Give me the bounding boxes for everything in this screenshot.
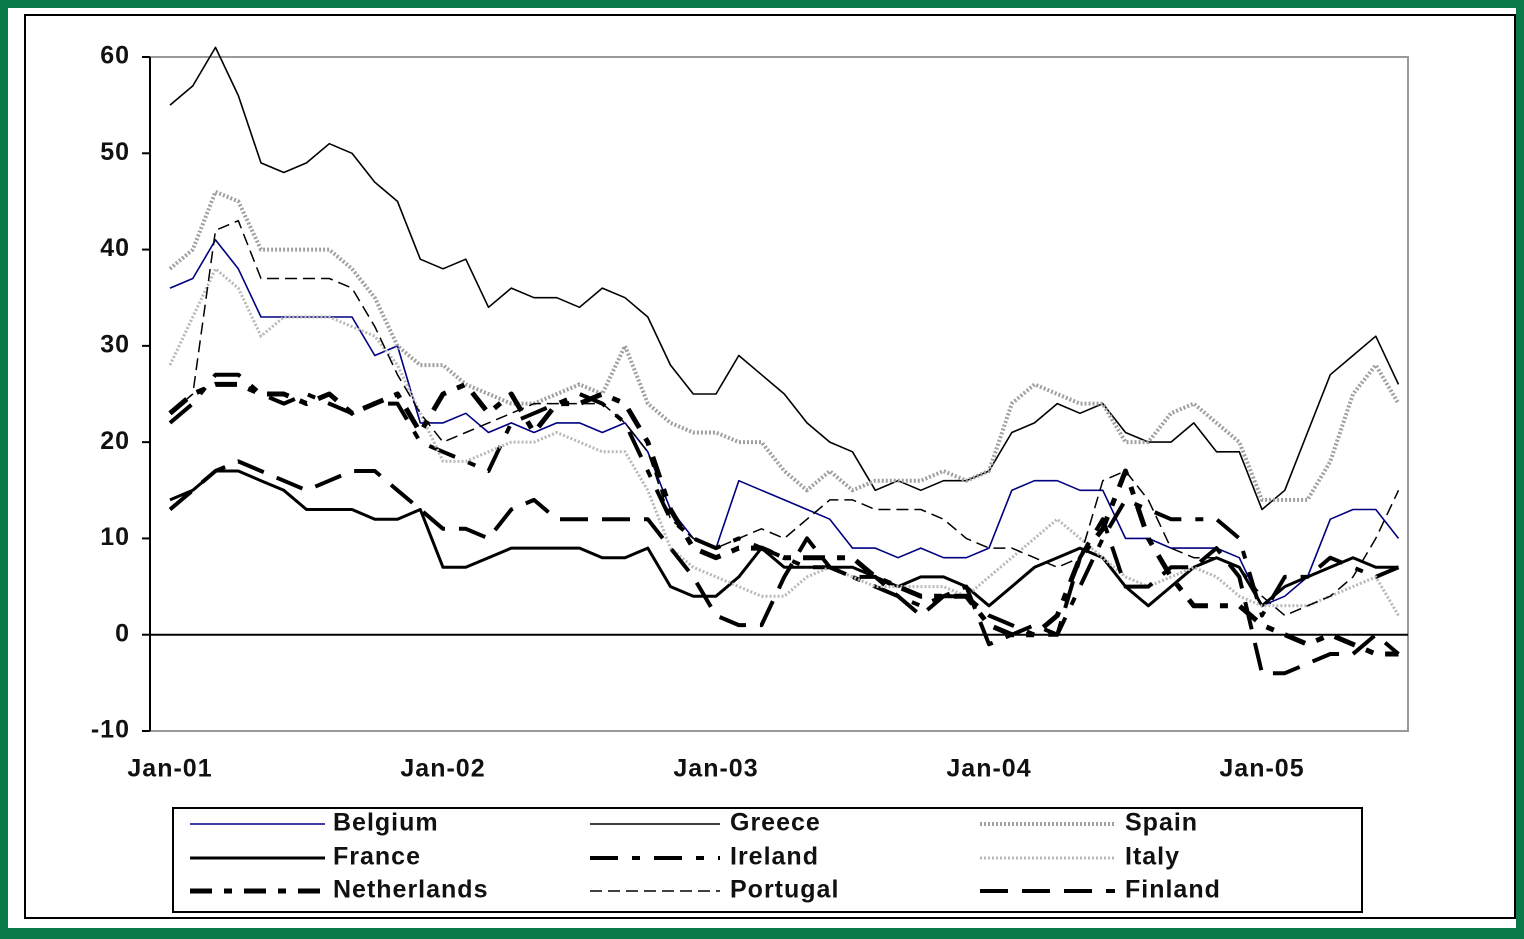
y-tick-label: 60 <box>100 42 130 70</box>
y-tick-label: 0 <box>115 619 130 647</box>
y-tick-label: 50 <box>100 138 130 166</box>
series-line <box>169 469 1399 608</box>
series-line <box>168 459 1400 676</box>
legend-label: Spain <box>1125 809 1198 837</box>
series-line <box>169 239 1400 607</box>
legend <box>172 807 1363 913</box>
series-line <box>168 189 1401 502</box>
x-tick-label: Jan-05 <box>1219 755 1304 783</box>
legend-label: France <box>333 843 421 871</box>
x-tick-label: Jan-01 <box>127 755 212 783</box>
y-tick-label: 20 <box>100 427 130 455</box>
y-tick-label: 40 <box>100 234 130 262</box>
y-tick-label: -10 <box>91 716 130 744</box>
x-tick-label: Jan-04 <box>946 755 1031 783</box>
legend-label: Netherlands <box>333 876 488 904</box>
series-line <box>169 46 1400 511</box>
legend-label: Italy <box>1125 843 1180 871</box>
y-tick-label: 30 <box>100 330 130 358</box>
legend-label: Belgium <box>333 809 439 837</box>
series-line <box>169 219 1400 617</box>
series-line <box>168 381 1399 657</box>
y-tick-label: 10 <box>100 523 130 551</box>
legend-label: Portugal <box>730 876 839 904</box>
x-tick-label: Jan-03 <box>673 755 758 783</box>
legend-label: Finland <box>1125 876 1221 904</box>
chart-frame <box>24 14 1516 919</box>
x-tick-label: Jan-02 <box>400 755 485 783</box>
legend-label: Ireland <box>730 843 819 871</box>
legend-label: Greece <box>730 809 821 837</box>
